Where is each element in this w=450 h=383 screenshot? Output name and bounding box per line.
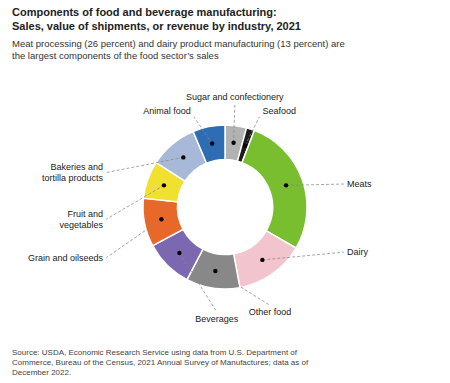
chart: Components of food and beverage manufact…: [0, 0, 450, 383]
connector: [106, 219, 161, 258]
label-dot: [284, 183, 288, 187]
dots: [159, 141, 288, 274]
label-dot: [162, 183, 166, 187]
connector: [194, 117, 212, 144]
slice: [242, 130, 307, 248]
label-dot: [213, 269, 217, 273]
connector: [179, 253, 216, 312]
background: [0, 0, 450, 383]
label-dot: [210, 141, 214, 145]
slice-label: Other food: [249, 307, 292, 317]
label-dot: [177, 251, 181, 255]
connector: [286, 184, 344, 185]
slice-label: Fruit andvegetables: [60, 209, 104, 230]
label-dot: [260, 258, 264, 262]
slice-label: Sugar and confectionery: [186, 92, 284, 102]
label-dot: [159, 217, 163, 221]
connector: [234, 104, 235, 143]
slice-label: Dairy: [347, 247, 369, 257]
slice-label: Seafood: [262, 106, 296, 116]
slice-label: Bakeries andtortilla products: [42, 162, 104, 183]
label-dot: [181, 155, 185, 159]
label-dot: [243, 143, 247, 147]
connector: [245, 117, 259, 146]
connector: [106, 185, 164, 219]
connector: [106, 157, 183, 172]
slice-label: Grain and oilseeds: [28, 253, 104, 263]
title: Components of food and beverage manufact…: [12, 6, 301, 32]
slice-label: Beverages: [195, 314, 239, 324]
slice-label: Animal food: [143, 106, 191, 116]
slice: [193, 125, 225, 163]
slice: [143, 198, 183, 245]
connector: [215, 271, 270, 305]
subtitle: Meat processing (26 percent) and dairy p…: [12, 38, 345, 61]
connector: [262, 252, 344, 260]
connectors: [106, 104, 344, 312]
slices: [143, 125, 307, 289]
source: Source: USDA, Economic Research Service …: [12, 348, 309, 377]
label-dot: [231, 141, 235, 145]
slice-label: Meats: [347, 179, 372, 189]
slice: [234, 231, 296, 288]
